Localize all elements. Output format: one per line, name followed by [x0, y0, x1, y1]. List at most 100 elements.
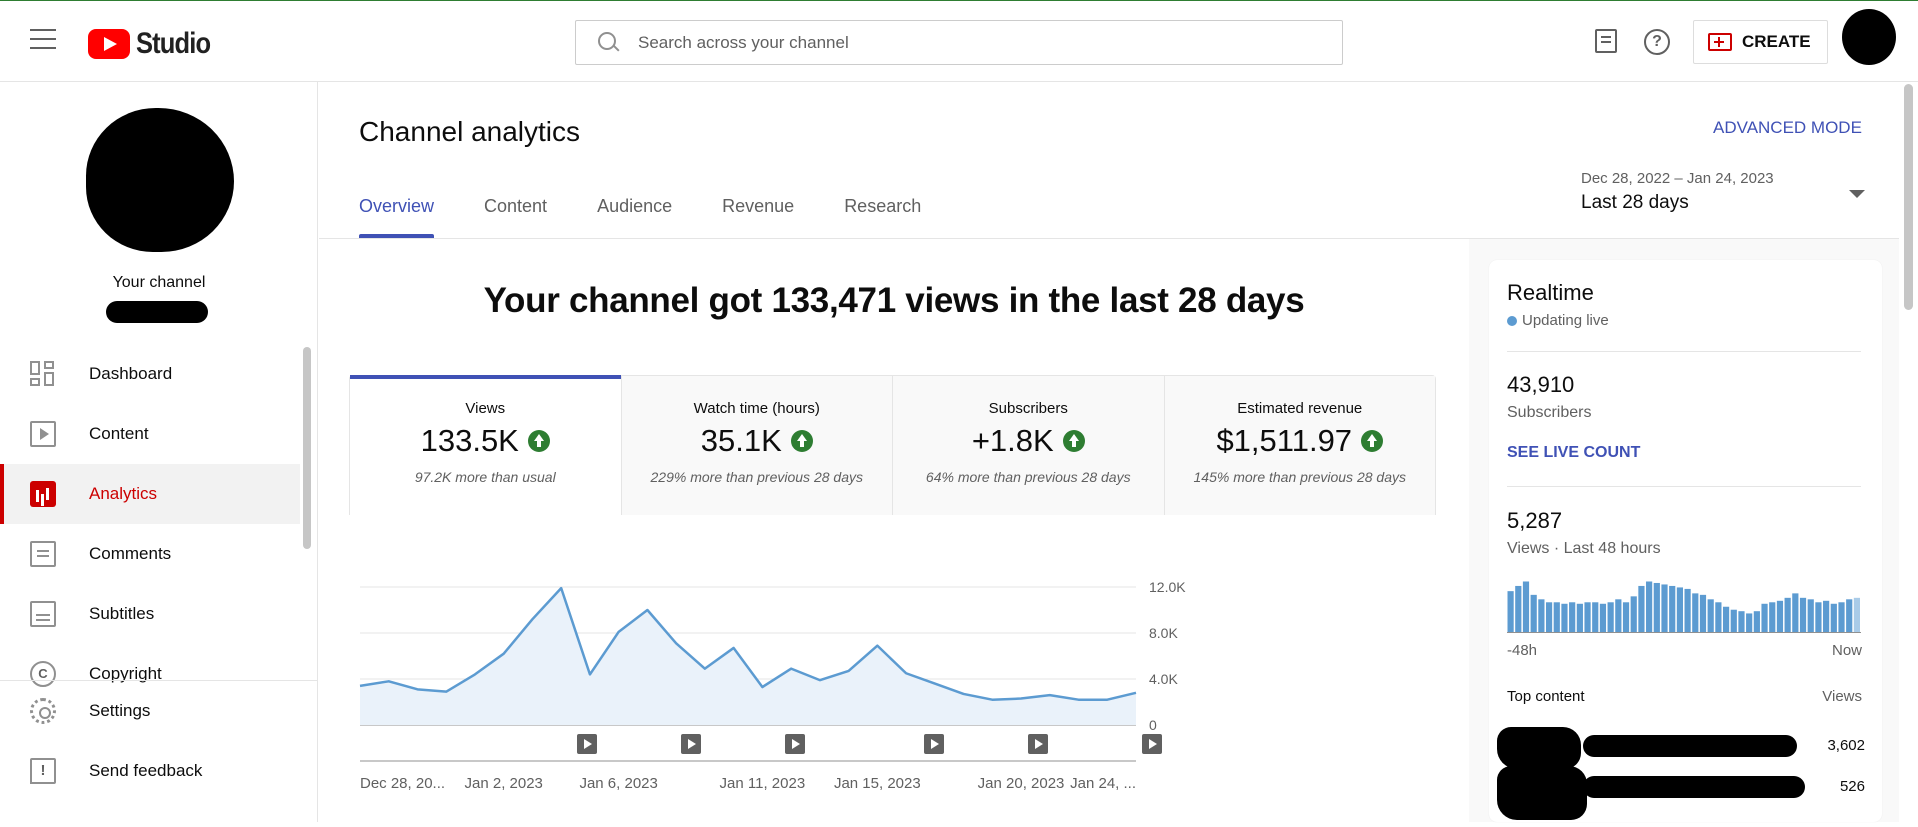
sidebar-item-comments[interactable]: Comments [0, 524, 300, 584]
realtime-title: Realtime [1507, 280, 1594, 305]
page-scrollbar[interactable] [1904, 84, 1913, 310]
studio-logo[interactable]: Studio [88, 27, 223, 61]
sidebar-item-copyright[interactable]: C Copyright [0, 644, 300, 704]
overview-headline: Your channel got 133,471 views in the la… [483, 281, 1305, 320]
realtime-bar [1792, 593, 1799, 632]
comments-icon [30, 541, 56, 567]
date-range-selector[interactable]: Dec 28, 2022 – Jan 24, 2023 Last 28 days [1581, 170, 1871, 214]
date-range-label: Last 28 days [1581, 192, 1689, 213]
video-marker-play [584, 739, 592, 749]
metric-value-row: $1,511.97 [1165, 423, 1436, 459]
sidebar-item-analytics[interactable]: Analytics [0, 464, 300, 524]
realtime-bar [1699, 594, 1707, 632]
help-icon[interactable]: ? [1644, 29, 1670, 55]
realtime-bar [1530, 594, 1537, 632]
x-tick-label: Jan 6, 2023 [579, 775, 657, 792]
realtime-bar [1538, 599, 1545, 632]
realtime-bar [1715, 602, 1722, 632]
realtime-bar [1707, 599, 1714, 632]
page-title: Channel analytics [359, 116, 581, 147]
tab-research[interactable]: Research [844, 196, 922, 216]
video-title-redacted [1583, 776, 1805, 798]
trend-up-icon [790, 430, 813, 452]
sidebar-item-label: Settings [89, 701, 151, 720]
realtime-bar [1722, 606, 1730, 632]
metric-value: $1,511.97 [1216, 423, 1353, 458]
create-button[interactable]: CREATE [1693, 20, 1828, 64]
live-dot-icon [1507, 315, 1517, 326]
x-tick-label: Jan 24, ... [1070, 775, 1136, 792]
tab-revenue[interactable]: Revenue [722, 196, 795, 216]
realtime-status: Updating live [1507, 312, 1609, 329]
metric-card-watch-time[interactable]: Watch time (hours) 35.1K 229% more than … [621, 376, 893, 515]
subtitles-icon [30, 601, 56, 627]
tab-audience[interactable]: Audience [597, 196, 673, 216]
messages-icon[interactable] [1595, 29, 1617, 53]
sidebar-item-send-feedback[interactable]: ! Send feedback [0, 741, 318, 801]
realtime-axis-start: -48h [1507, 642, 1538, 659]
sidebar-item-dashboard[interactable]: Dashboard [0, 344, 300, 404]
realtime-bar [1638, 585, 1645, 632]
sidebar-scrollbar[interactable] [303, 347, 311, 549]
channel-avatar[interactable] [86, 108, 234, 252]
advanced-mode-link[interactable]: ADVANCED MODE [1713, 118, 1862, 137]
sidebar-item-subtitles[interactable]: Subtitles [0, 584, 300, 644]
account-avatar[interactable] [1842, 9, 1896, 65]
main-area: Channel analytics ADVANCED MODE Overview… [319, 82, 1899, 822]
sidebar-nav: Dashboard Content Analytics Comments Sub… [0, 344, 300, 704]
metric-label: Estimated revenue [1237, 400, 1363, 417]
dashboard-icon [30, 361, 56, 387]
top-content-row[interactable]: 3,602 [1497, 727, 1867, 769]
sidebar-item-label: Dashboard [89, 364, 173, 383]
realtime-bar [1646, 581, 1653, 632]
realtime-bar [1584, 602, 1591, 632]
search-bar[interactable] [575, 20, 1343, 65]
video-thumbnail-redacted [1497, 766, 1587, 820]
top-content-views: 526 [1839, 778, 1865, 795]
metric-cards: Views 133.5K 97.2K more than usual Watch… [349, 375, 1436, 515]
metric-card-revenue[interactable]: Estimated revenue $1,511.97 145% more th… [1164, 376, 1436, 515]
realtime-bar [1592, 602, 1599, 632]
realtime-subscribers-value: 43,910 [1507, 372, 1575, 397]
metric-value-row: +1.8K [893, 423, 1164, 459]
realtime-bar [1569, 602, 1576, 632]
metric-value: 35.1K [700, 423, 782, 458]
date-range-dates: Dec 28, 2022 – Jan 24, 2023 [1581, 170, 1774, 187]
tab-overview[interactable]: Overview [359, 196, 435, 238]
sidebar-item-label: Analytics [89, 484, 158, 503]
page-scrollbar-track [1899, 82, 1918, 822]
search-input[interactable] [638, 32, 1318, 53]
menu-icon[interactable] [30, 29, 56, 51]
metric-card-views[interactable]: Views 133.5K 97.2K more than usual [350, 375, 622, 515]
sidebar-item-content[interactable]: Content [0, 404, 300, 464]
realtime-views-bars [1507, 581, 1860, 632]
realtime-bar [1653, 582, 1660, 632]
realtime-views-value: 5,287 [1507, 508, 1563, 533]
realtime-bar [1522, 581, 1530, 632]
realtime-bar [1507, 591, 1514, 632]
x-tick-label: Jan 11, 2023 [720, 775, 806, 792]
metric-card-subscribers[interactable]: Subscribers +1.8K 64% more than previous… [893, 376, 1165, 515]
video-marker-play [792, 739, 800, 749]
sidebar-item-settings[interactable]: Settings [0, 681, 318, 741]
realtime-bar [1776, 600, 1784, 632]
top-bar: Studio ? CREATE [0, 0, 1918, 82]
video-marker-play [931, 739, 939, 749]
tab-content[interactable]: Content [484, 196, 548, 216]
realtime-bar [1692, 593, 1699, 632]
metric-comparison: 229% more than previous 28 days [650, 469, 863, 485]
divider [1507, 351, 1861, 352]
top-content-row[interactable]: 526 [1497, 766, 1867, 820]
views-line [359, 586, 1137, 701]
y-tick-label: 4.0K [1149, 671, 1178, 687]
realtime-status-text: Updating live [1522, 312, 1609, 329]
tabs-divider [319, 238, 1899, 239]
realtime-bar [1853, 597, 1860, 632]
see-live-count-link[interactable]: SEE LIVE COUNT [1507, 444, 1641, 461]
metric-label: Watch time (hours) [693, 400, 820, 417]
realtime-bar [1599, 603, 1607, 632]
overview-content: Your channel got 133,471 views in the la… [319, 239, 1469, 822]
realtime-bar [1769, 602, 1776, 632]
realtime-bar [1669, 585, 1676, 632]
realtime-bar [1746, 613, 1753, 632]
